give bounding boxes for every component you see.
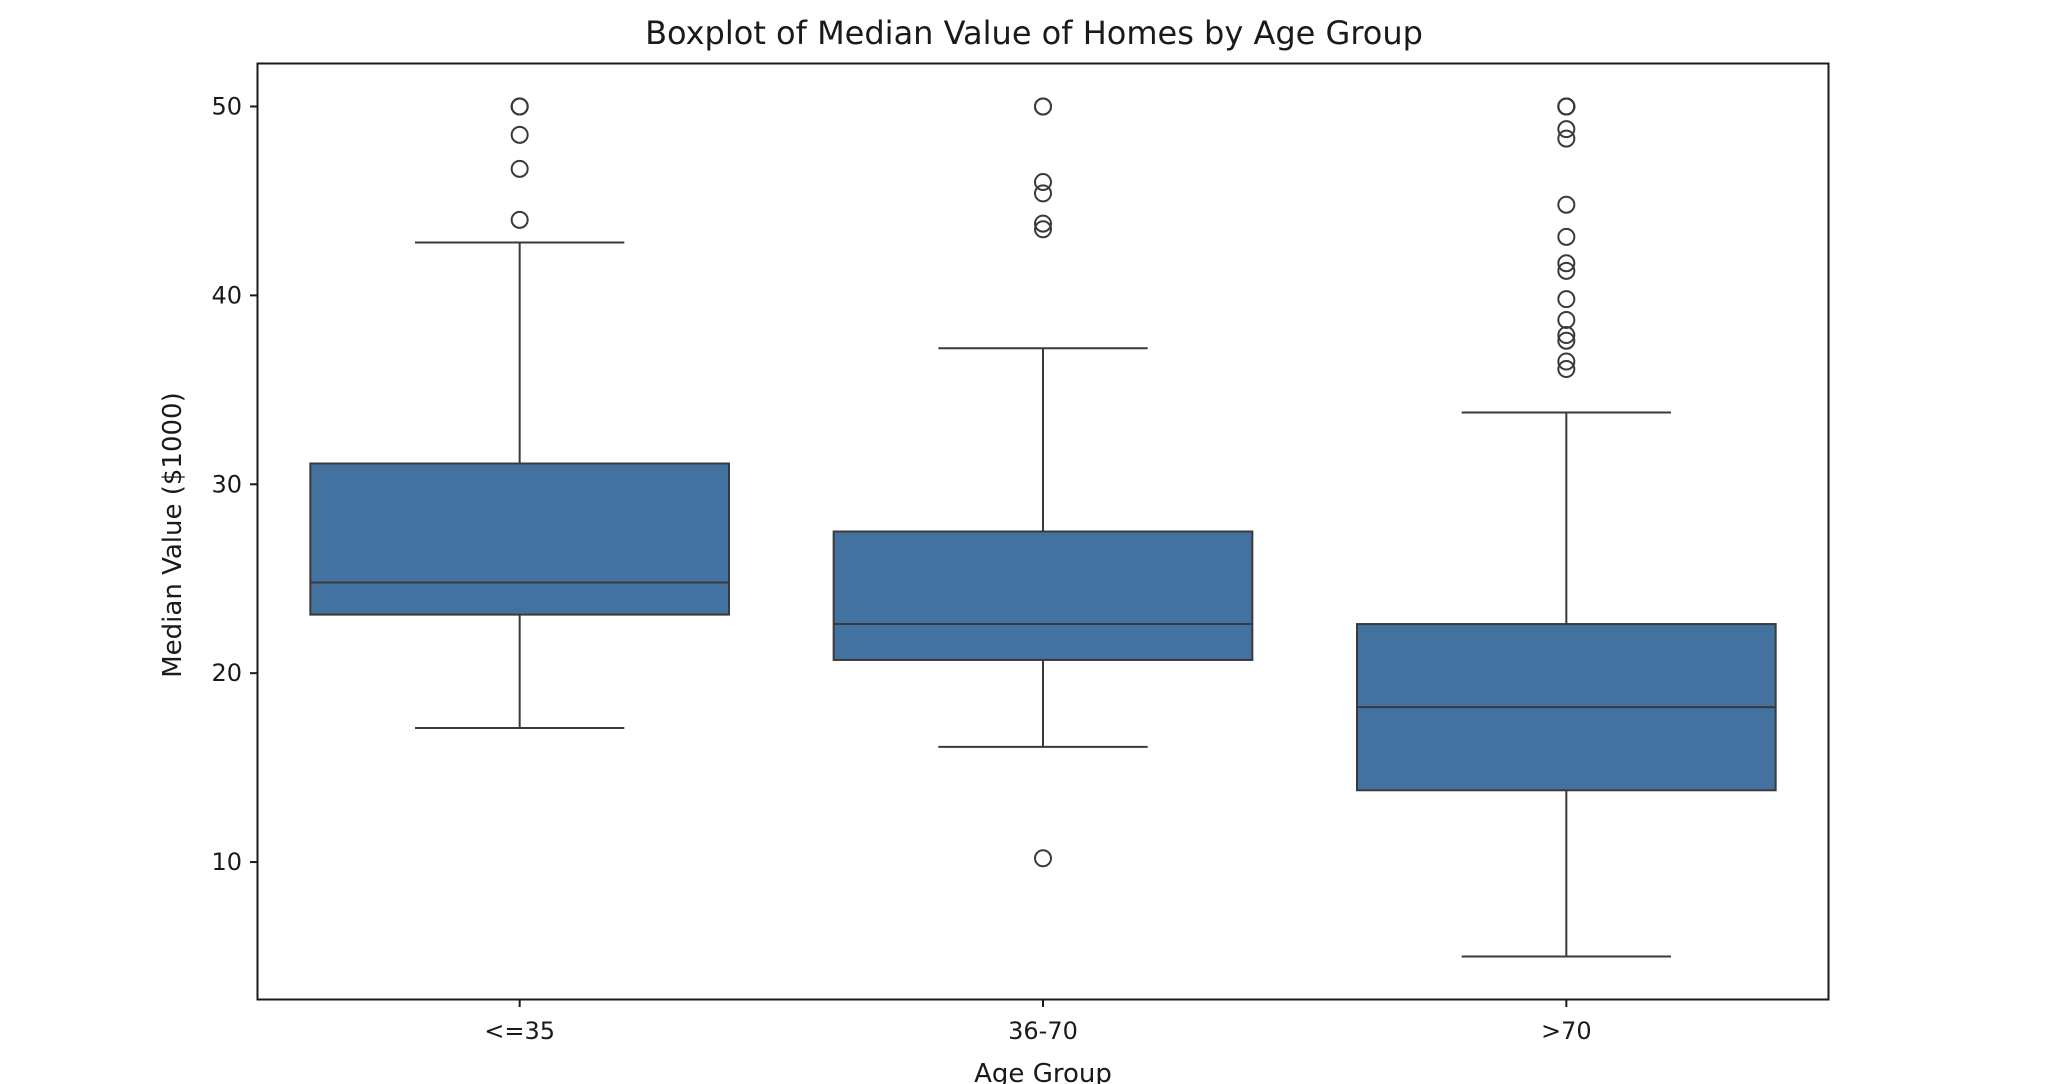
y-tick-label: 50 <box>211 93 242 121</box>
x-tick-label: <=35 <box>484 1017 555 1045</box>
outlier-point <box>1557 290 1576 309</box>
y-tick-label: 40 <box>211 281 242 309</box>
outlier-point <box>510 210 529 229</box>
outlier-point <box>1557 352 1576 371</box>
outlier-point <box>510 125 529 144</box>
chart-title: Boxplot of Median Value of Homes by Age … <box>645 14 1423 52</box>
outlier-point <box>1034 214 1052 233</box>
box-iqr <box>309 462 730 616</box>
x-tick-label: 36-70 <box>1008 1017 1078 1045</box>
x-axis-label: Age Group <box>974 1059 1112 1084</box>
outlier-point <box>1034 173 1052 192</box>
outlier-point <box>1034 97 1052 116</box>
outlier-point <box>1557 331 1576 350</box>
plot-frame <box>256 62 1830 1001</box>
outlier-point <box>1034 849 1052 868</box>
outlier-point <box>1557 120 1576 139</box>
outlier-point <box>1557 254 1576 273</box>
outlier-point <box>1557 227 1576 246</box>
outlier-point <box>1557 360 1576 379</box>
y-tick-label: 30 <box>211 470 242 498</box>
outlier-point <box>1557 310 1576 329</box>
outlier-point <box>1034 220 1052 239</box>
y-axis-label: Median Value ($1000) <box>158 392 188 678</box>
y-tick-label: 20 <box>211 659 242 687</box>
x-tick-label: >70 <box>1541 1017 1592 1045</box>
outlier-point <box>510 97 529 116</box>
y-tick-label: 10 <box>211 848 242 876</box>
outlier-point <box>1557 195 1576 214</box>
outlier-point <box>1557 129 1576 148</box>
outlier-point <box>1034 184 1052 203</box>
outlier-point <box>510 159 529 178</box>
box-iqr <box>832 530 1254 661</box>
outlier-point <box>1557 261 1576 280</box>
outlier-point <box>1557 97 1576 116</box>
